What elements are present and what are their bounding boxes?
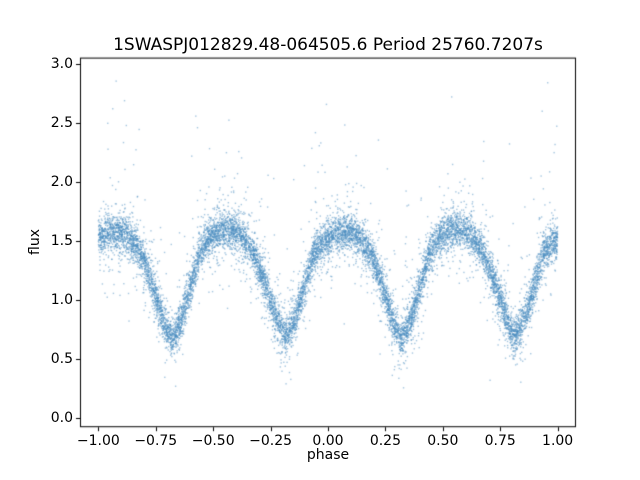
x-tick-label: −0.75: [134, 433, 178, 450]
y-tick-label: 1.0: [50, 291, 73, 308]
chart-title: 1SWASPJ012829.48-064505.6 Period 25760.7…: [113, 35, 543, 55]
x-tick-label: −0.25: [249, 433, 293, 450]
x-tick-label: 0.50: [427, 433, 459, 450]
y-tick-label: 2.5: [50, 114, 73, 131]
y-tick-label: 0.0: [50, 409, 73, 426]
x-axis-label: phase: [306, 447, 350, 463]
x-tick-label: 0.75: [484, 433, 516, 450]
x-tick-label: −1.00: [76, 433, 120, 450]
y-tick-label: 0.5: [50, 350, 73, 367]
x-tick-label: 1.00: [542, 433, 574, 450]
y-tick-label: 2.0: [50, 173, 73, 190]
y-tick-label: 3.0: [50, 55, 73, 72]
x-tick-label: 0.25: [369, 433, 401, 450]
y-tick-label: 1.5: [50, 232, 73, 249]
x-tick-label: 0.00: [312, 433, 344, 450]
x-tick-label: −0.50: [191, 433, 235, 450]
